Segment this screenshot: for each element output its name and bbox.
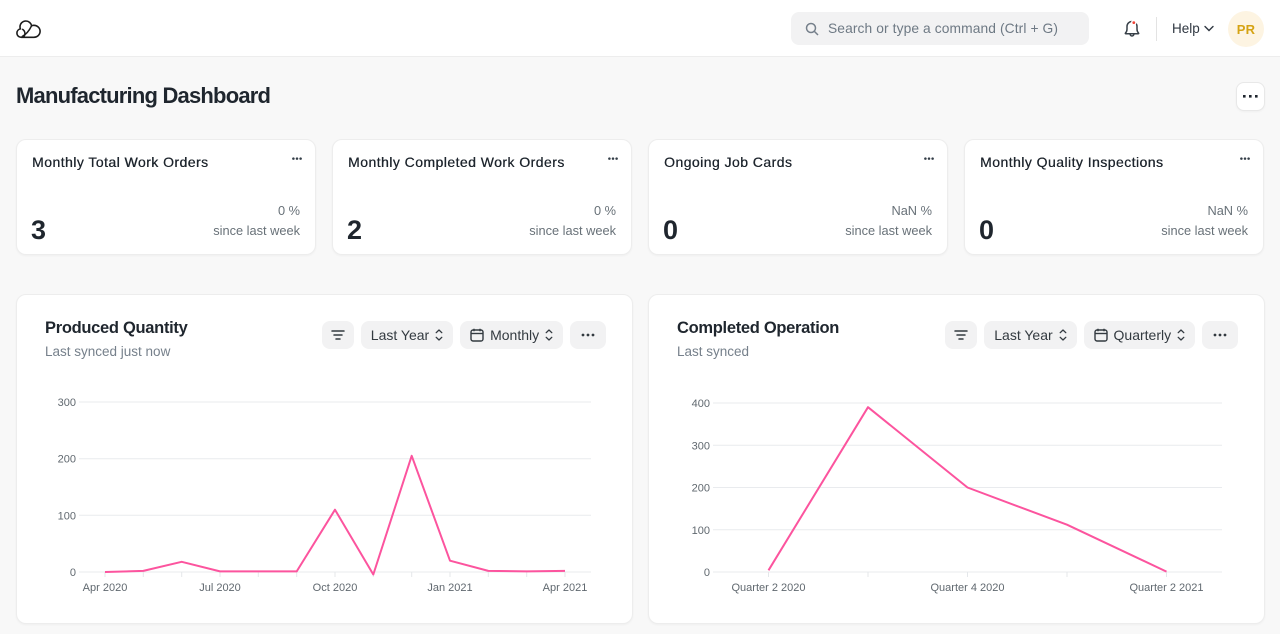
svg-text:300: 300 (692, 440, 710, 452)
svg-text:200: 200 (58, 454, 76, 466)
svg-text:100: 100 (58, 510, 76, 522)
svg-text:Quarter 2 2020: Quarter 2 2020 (732, 582, 806, 594)
svg-text:Oct 2020: Oct 2020 (313, 582, 358, 594)
svg-text:Apr 2020: Apr 2020 (83, 582, 128, 594)
svg-text:Jul 2020: Jul 2020 (199, 582, 241, 594)
svg-text:Jan 2021: Jan 2021 (427, 582, 472, 594)
svg-text:300: 300 (58, 397, 76, 409)
svg-text:Quarter 2 2021: Quarter 2 2021 (1130, 582, 1204, 594)
svg-text:400: 400 (692, 398, 710, 410)
svg-text:200: 200 (692, 483, 710, 495)
svg-text:100: 100 (692, 525, 710, 537)
svg-text:Quarter 4 2020: Quarter 4 2020 (931, 582, 1005, 594)
svg-text:0: 0 (704, 567, 710, 579)
svg-text:Apr 2021: Apr 2021 (543, 582, 588, 594)
svg-text:0: 0 (70, 567, 76, 579)
